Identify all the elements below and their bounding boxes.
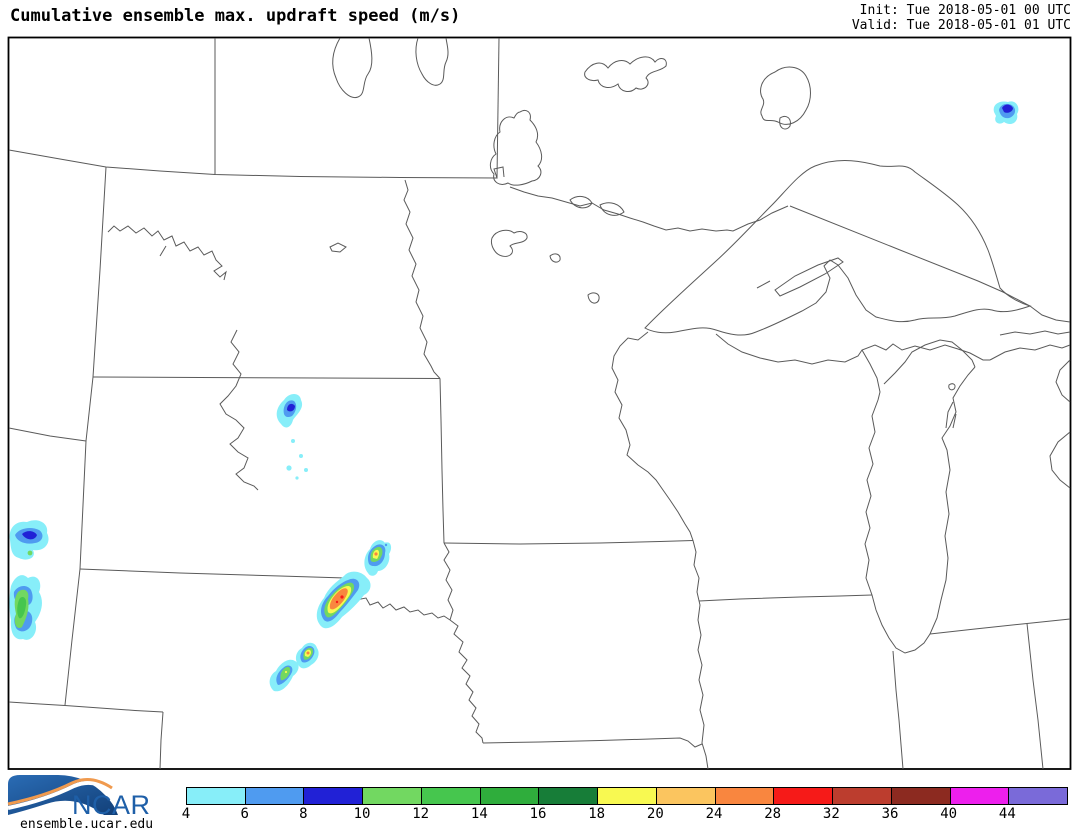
- storm-cell-nebraska-3: [295, 642, 319, 669]
- wy-co-ne-border: [8, 701, 164, 770]
- colorbar-segment: [421, 788, 481, 804]
- colorbar-tick-label: 10: [353, 806, 371, 822]
- colorbar-segment: [480, 788, 540, 804]
- lake-superior: [644, 160, 1032, 336]
- sd-ia-border: [443, 542, 454, 621]
- missouri-river-nd: [107, 225, 227, 281]
- storm-cell-wyoming-north: [9, 520, 49, 560]
- colorbar-segment: [656, 788, 716, 804]
- nd-sd-border: [92, 376, 441, 379]
- colorbar-segment: [891, 788, 951, 804]
- mille-lacs-lake: [549, 253, 600, 304]
- mn-sd-border: [439, 378, 445, 544]
- colorbar-tick-label: 32: [822, 806, 840, 822]
- manitoba-lake-west: [332, 37, 373, 99]
- storm-cell-nebraska-main: [316, 571, 371, 629]
- ne-ia-border: [449, 619, 484, 744]
- mb-on-border: [496, 37, 500, 179]
- storm-cell-ontario: [993, 101, 1019, 125]
- colorbar-segment: [715, 788, 775, 804]
- country-state-borders: [8, 37, 1071, 770]
- isle-royale: [756, 257, 844, 297]
- grand-traverse-bay: [945, 383, 957, 429]
- colorbar-tick-label: 24: [705, 806, 723, 822]
- colorbar-tick-label: 6: [240, 806, 249, 822]
- ncar-swoosh-icon: [7, 775, 118, 815]
- lake-michigan: [864, 366, 976, 654]
- colorbar-segment: [363, 788, 422, 804]
- rainy-lakes: [569, 195, 625, 216]
- lakes-shorelines: [329, 37, 1071, 654]
- mt-wy-border: [8, 427, 87, 442]
- boundary-waters-border: [509, 186, 789, 232]
- colorbar-ticks: 4 6 8 10 12 14 16 18 20 24 28 32 36 40 44: [182, 806, 1080, 824]
- in-oh-border: [1026, 623, 1044, 770]
- storm-cell-nebraska-4: [269, 659, 299, 692]
- lake-of-the-woods: [489, 109, 543, 186]
- lake-nipigon: [760, 66, 811, 130]
- missouri-river-sd: [219, 329, 259, 491]
- manitoba-lake-east: [415, 37, 449, 86]
- colorbar-tick-label: 12: [412, 806, 430, 822]
- colorbar-tick-label: 14: [470, 806, 488, 822]
- colorbar-segment: [774, 788, 834, 804]
- plot-title: Cumulative ensemble max. updraft speed (…: [10, 6, 461, 26]
- colorbar-segment: [833, 788, 892, 804]
- il-in-border: [892, 650, 904, 770]
- colorbar: [186, 787, 1068, 805]
- mi-in-border: [929, 618, 1071, 635]
- colorbar-segment: [950, 788, 1010, 804]
- rivers: [107, 225, 259, 491]
- saginaw-bay: [1049, 431, 1071, 489]
- wi-il-border: [698, 594, 873, 602]
- colorbar-segment: [598, 788, 657, 804]
- mn-ia-border: [443, 540, 694, 545]
- timestamps: Init: Tue 2018-05-01 00 UTC Valid: Tue 2…: [852, 3, 1071, 33]
- lac-seul: [584, 56, 667, 92]
- colorbar-tick-label: 18: [588, 806, 606, 822]
- colorbar-segment: [1009, 788, 1068, 804]
- ncar-logo-text: NCAR: [72, 790, 151, 820]
- lake-huron-north: [989, 330, 1071, 361]
- colorbar-segment: [304, 788, 364, 804]
- colorbar-tick-label: 36: [881, 806, 899, 822]
- lake-huron-shore: [1055, 359, 1071, 403]
- colorbar-tick-label: 44: [998, 806, 1016, 822]
- valid-time: Valid: Tue 2018-05-01 01 UTC: [851, 18, 1071, 33]
- colorbar-tick-label: 28: [764, 806, 782, 822]
- colorbar-tick-label: 16: [529, 806, 547, 822]
- colorbar-tick-label: 20: [646, 806, 664, 822]
- map-frame: [7, 36, 1072, 770]
- colorbar-tick-label: 4: [181, 806, 191, 822]
- red-river-border: [403, 179, 441, 379]
- mississippi-border: [611, 331, 709, 770]
- lake-superior-border-line: [789, 205, 1071, 323]
- ia-mo-border: [482, 737, 703, 748]
- ensemble-url: ensemble.ucar.edu: [20, 817, 154, 832]
- devils-lake: [329, 242, 347, 253]
- storm-cells: [9, 101, 1019, 692]
- colorbar-segment: [539, 788, 599, 804]
- init-time: Init: Tue 2018-05-01 00 UTC: [859, 3, 1071, 18]
- storm-cell-wyoming-south: [9, 575, 42, 640]
- upper-peninsula-shore: [715, 333, 990, 365]
- storm-cell-nebraska-1: [364, 540, 392, 576]
- green-bay: [861, 339, 976, 401]
- colorbar-tick-label: 40: [940, 806, 958, 822]
- red-lakes: [491, 229, 528, 257]
- colorbar-segment: [187, 788, 246, 804]
- colorbar-segment: [245, 788, 305, 804]
- storm-cell-south-dakota: [276, 394, 308, 480]
- ncar-logo: NCAR ensemble.ucar.edu: [6, 772, 181, 832]
- colorbar-tick-label: 8: [299, 806, 308, 822]
